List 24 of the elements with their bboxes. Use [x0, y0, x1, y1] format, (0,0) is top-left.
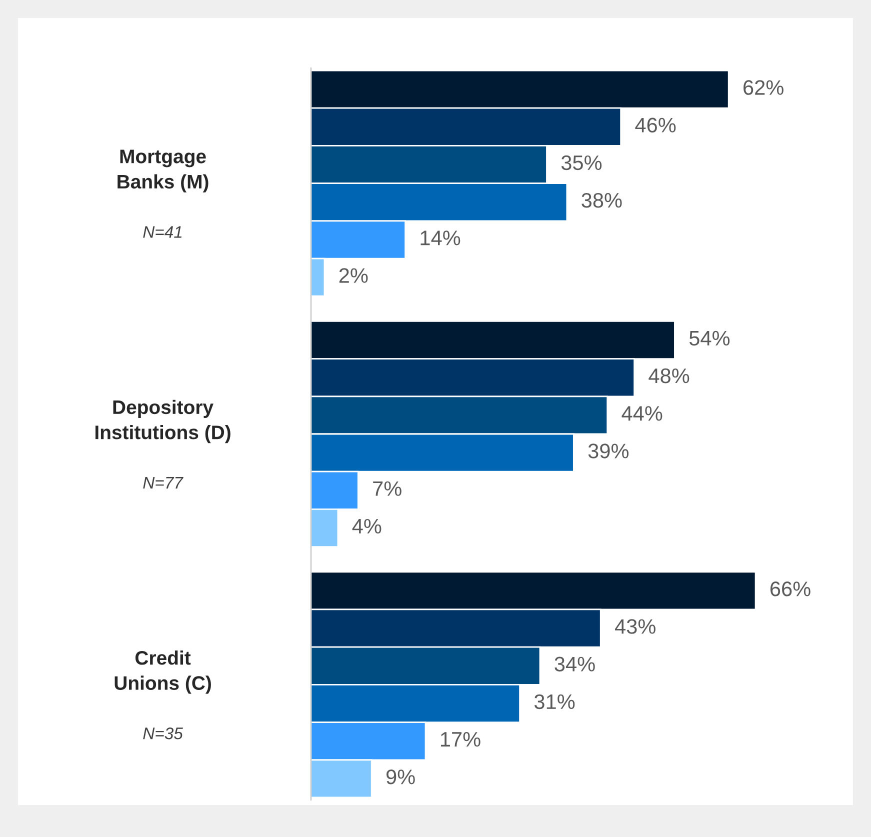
data-label: 14%	[420, 230, 460, 246]
text: N=77	[143, 476, 184, 488]
data-label: 48%	[648, 368, 690, 384]
data-label: 7%	[373, 481, 402, 496]
data-label: 4%	[352, 518, 382, 534]
data-label: 62%	[744, 80, 784, 95]
data-label: 38%	[582, 192, 622, 208]
y-tick-label: Credit Unions (C)	[114, 650, 211, 694]
data-label: 35%	[561, 155, 602, 170]
data-label: 31%	[534, 694, 575, 710]
y-tick-label: Mortgage Banks (M)	[118, 150, 208, 192]
text: N=41	[143, 226, 182, 238]
data-label: 44%	[622, 406, 662, 421]
data-label: 54%	[689, 330, 730, 346]
data-label: 39%	[588, 444, 629, 458]
data-label: 2%	[339, 268, 368, 283]
data-label: 34%	[554, 656, 595, 672]
text: N=35	[143, 727, 183, 740]
data-label: 43%	[614, 619, 656, 634]
data-label: 9%	[386, 770, 415, 784]
data-label: 46%	[635, 118, 676, 133]
data-label: 17%	[440, 732, 480, 747]
y-tick-label: Depository Institutions (D)	[95, 400, 230, 444]
data-label: 66%	[770, 582, 810, 596]
